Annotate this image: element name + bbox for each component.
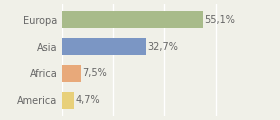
Text: 7,5%: 7,5% <box>82 68 107 78</box>
Bar <box>62 65 81 82</box>
Text: 4,7%: 4,7% <box>75 95 100 105</box>
Bar <box>62 38 146 55</box>
Text: 55,1%: 55,1% <box>205 15 235 25</box>
Bar <box>62 11 203 28</box>
Bar <box>62 92 74 109</box>
Text: 32,7%: 32,7% <box>147 42 178 52</box>
